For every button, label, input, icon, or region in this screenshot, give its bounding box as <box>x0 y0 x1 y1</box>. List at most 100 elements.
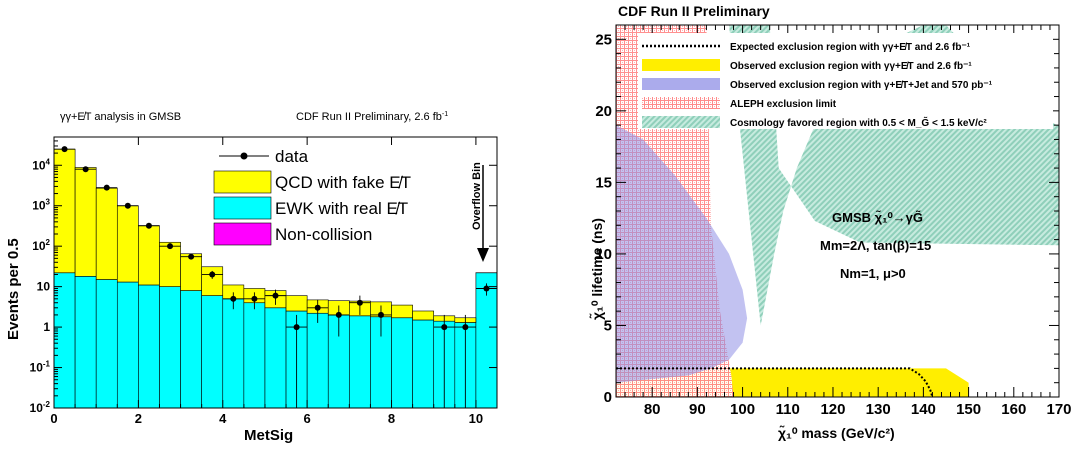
data-point <box>336 312 342 318</box>
x-tick-label: 160 <box>1001 401 1026 418</box>
data-point <box>315 305 321 311</box>
y-tick-exp: 2 <box>46 238 51 247</box>
legend-swatch <box>214 197 271 219</box>
x-tick-label: 170 <box>1046 401 1071 418</box>
metsig-histogram-panel: γγ+E̸T analysis in GMSB CDF Run II Preli… <box>5 111 497 444</box>
left-x-axis-label: MetSig <box>244 427 293 444</box>
y-tick-label: 10 <box>37 280 51 294</box>
legend-label: Observed exclusion region with γγ+E̸T an… <box>730 60 972 72</box>
y-tick-base: 1 <box>43 320 50 334</box>
right-legend: Expected exclusion region with γγ+E̸T an… <box>638 33 1053 129</box>
bar-1-11 <box>286 296 307 311</box>
x-tick-label: 6 <box>304 411 311 426</box>
data-point <box>378 312 384 318</box>
right-x-axis-label: χ̃₁⁰ mass (GeV/c²) <box>778 424 895 441</box>
bar-0-12 <box>307 313 328 408</box>
y-tick-base: 10 <box>37 280 51 294</box>
left-chart-title-text: CDF Run II Preliminary, 2.6 fb <box>296 111 442 123</box>
x-tick-label: 110 <box>776 401 800 418</box>
bar-0-1 <box>75 276 96 408</box>
data-point <box>146 223 152 229</box>
y-tick-label: 20 <box>595 103 612 120</box>
y-tick-label: 10-2 <box>30 400 51 415</box>
bar-0-5 <box>159 287 180 408</box>
bar-0-2 <box>96 280 117 408</box>
legend-label: QCD with fake E̸T <box>275 173 411 192</box>
data-point <box>483 285 489 291</box>
y-tick-label: 10-1 <box>30 360 51 375</box>
x-tick-label: 140 <box>911 401 936 418</box>
data-point <box>83 166 89 172</box>
bar-1-3 <box>117 206 138 282</box>
data-point <box>209 271 215 277</box>
bar-0-4 <box>138 285 159 408</box>
legend-observed-jet-swatch <box>642 78 720 90</box>
left-chart-subtitle: γγ+E̸T analysis in GMSB <box>60 111 181 123</box>
bar-0-8 <box>223 299 244 408</box>
legend-label: data <box>275 147 309 166</box>
x-tick-label: 100 <box>730 401 755 418</box>
model-annotation-line-2: Mm=2Λ, tan(β)=15 <box>820 238 931 253</box>
legend-label: EWK with real E̸T <box>275 199 408 218</box>
x-tick-label: 0 <box>50 411 57 426</box>
bar-1-4 <box>138 226 159 285</box>
data-point <box>441 324 447 330</box>
x-tick-label: 80 <box>644 401 661 418</box>
bar-0-3 <box>117 282 138 408</box>
data-point <box>273 293 279 299</box>
y-tick-exp: 4 <box>46 157 51 166</box>
legend-observed-gg-swatch <box>642 59 720 71</box>
legend-label: Observed exclusion region with γ+E̸T+Jet… <box>730 79 993 91</box>
legend-label: ALEPH exclusion limit <box>730 99 837 110</box>
y-tick-exp: -1 <box>43 360 51 369</box>
x-tick-label: 120 <box>820 401 845 418</box>
y-tick-base: 10 <box>30 401 44 415</box>
left-y-axis-label: Events per 0.5 <box>5 238 22 340</box>
bar-1-0 <box>54 149 75 273</box>
legend-data-marker <box>241 153 248 160</box>
x-tick-label: 130 <box>866 401 891 418</box>
legend-swatch <box>214 223 271 245</box>
bar-0-10 <box>265 308 286 408</box>
y-tick-exp: -2 <box>43 400 51 409</box>
overflow-bin-annotation: Overflow Bin <box>471 162 489 262</box>
legend-aleph-swatch <box>642 97 720 109</box>
x-tick-label: 150 <box>956 401 981 418</box>
model-annotation: GMSB χ̃₁⁰→γG̃ Mm=2Λ, tan(β)=15 Nm=1, μ>0 <box>820 210 931 281</box>
right-y-axis-label: χ̃₁⁰ lifetime (ns) <box>588 218 605 320</box>
y-tick-label: 103 <box>32 198 50 213</box>
x-tick-label: 4 <box>219 411 227 426</box>
bar-0-16 <box>392 318 413 408</box>
legend-label: Cosmology favored region with 0.5 < M_G̃… <box>730 116 987 129</box>
x-tick-label: 90 <box>689 401 706 418</box>
left-chart-title-exponent: -1 <box>442 111 448 118</box>
x-tick-label: 8 <box>388 411 395 426</box>
data-point <box>251 296 257 302</box>
data-point <box>167 243 173 249</box>
y-tick-base: 10 <box>32 239 46 253</box>
y-tick-base: 10 <box>30 361 44 375</box>
legend-swatch <box>214 171 271 193</box>
legend-label: Non-collision <box>275 225 372 244</box>
bar-1-17 <box>413 311 434 320</box>
y-tick-base: 10 <box>32 158 46 172</box>
y-tick-label: 15 <box>595 174 612 191</box>
overflow-arrow-head <box>477 248 489 262</box>
y-tick-label: 0 <box>604 389 612 406</box>
data-point <box>188 254 194 260</box>
model-annotation-line-1: GMSB χ̃₁⁰→γG̃ <box>832 210 923 225</box>
data-point <box>62 146 68 152</box>
y-tick-label: 1 <box>43 320 50 334</box>
bar-0-6 <box>181 291 202 408</box>
y-tick-base: 10 <box>32 199 46 213</box>
overflow-bin-label: Overflow Bin <box>471 162 483 230</box>
left-chart-title: CDF Run II Preliminary, 2.6 fb-1 <box>296 111 448 123</box>
y-tick-label: 104 <box>32 157 50 172</box>
x-tick-label: 2 <box>135 411 142 426</box>
data-point <box>125 203 131 209</box>
y-tick-exp: 3 <box>46 198 51 207</box>
data-point <box>104 185 110 191</box>
